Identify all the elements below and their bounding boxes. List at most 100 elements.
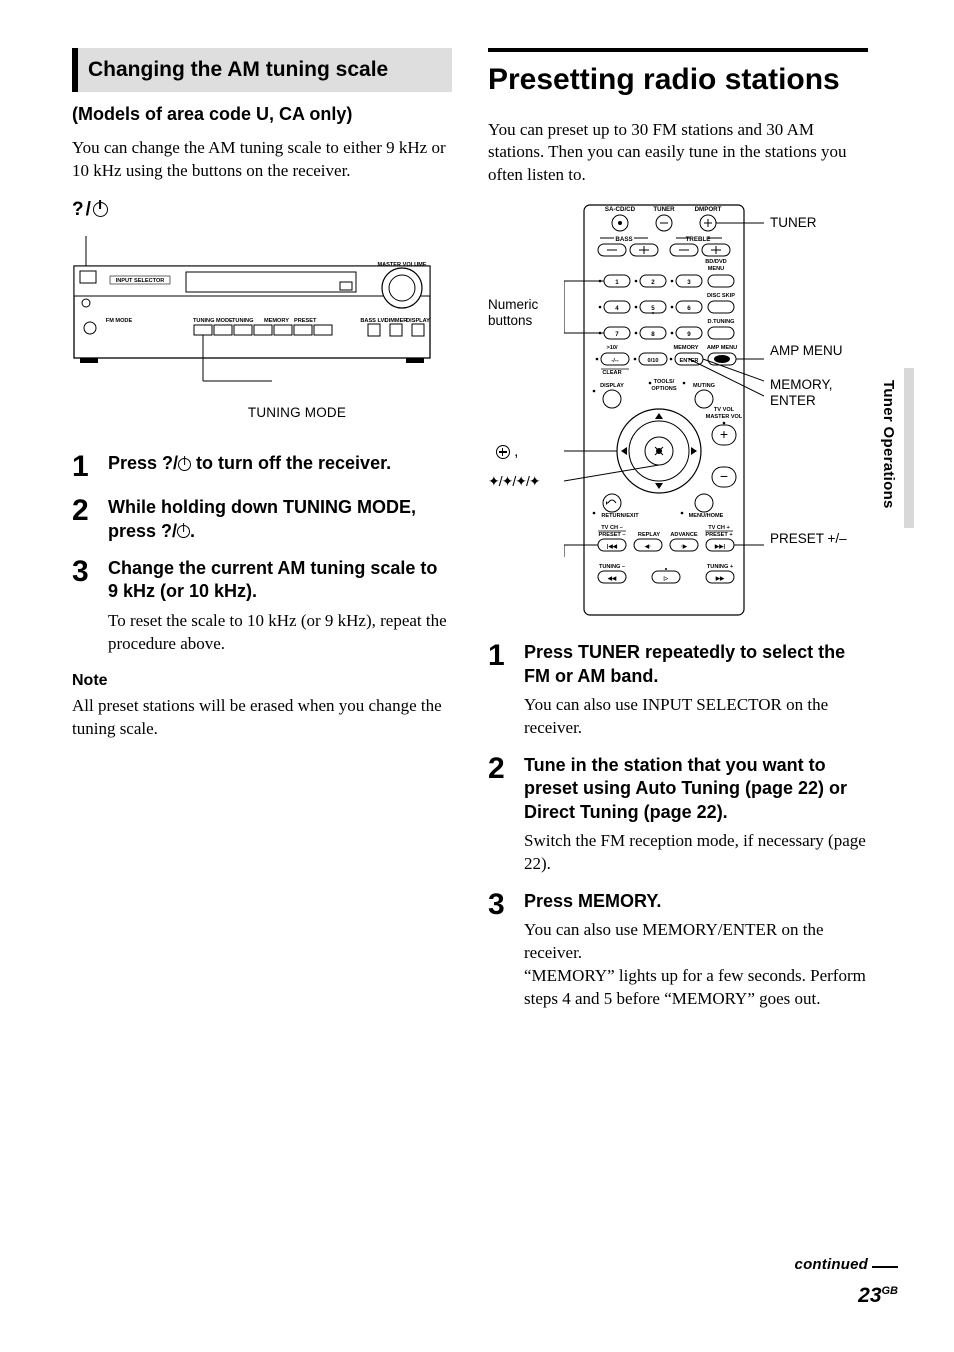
svg-text:TUNER: TUNER — [653, 206, 675, 213]
right-steps: 1 Press TUNER repeatedly to select the F… — [488, 641, 868, 1011]
section-title-bar: Changing the AM tuning scale — [72, 48, 452, 92]
svg-text:7: 7 — [615, 331, 619, 338]
step-number: 2 — [488, 754, 510, 876]
svg-text:FM MODE: FM MODE — [106, 318, 133, 324]
svg-text:TUNING: TUNING — [232, 318, 253, 324]
svg-text:▶▶: ▶▶ — [715, 575, 725, 582]
svg-text:·▶: ·▶ — [681, 543, 688, 550]
step-3: 3 Press MEMORY. You can also use MEMORY/… — [488, 890, 868, 1011]
step-number: 3 — [72, 557, 94, 656]
svg-text:9: 9 — [687, 331, 691, 338]
page-number: 23GB — [795, 1282, 898, 1310]
svg-text:3: 3 — [687, 279, 691, 286]
svg-text:TREBLE: TREBLE — [686, 236, 711, 243]
callout-oplus: , — [496, 443, 518, 460]
svg-text:DIMMER: DIMMER — [385, 318, 408, 324]
step-title: While holding down TUNING MODE, press ?/… — [108, 496, 452, 543]
svg-text:D.TUNING: D.TUNING — [707, 319, 734, 325]
left-steps: 1 Press ?/ to turn off the receiver. 2 W… — [72, 452, 452, 655]
svg-text:8: 8 — [651, 331, 655, 338]
svg-text:BD/DVD: BD/DVD — [705, 259, 726, 265]
side-tab-bg — [904, 368, 914, 528]
svg-text:0/10: 0/10 — [648, 358, 659, 364]
svg-text:TV CH –: TV CH – — [601, 525, 622, 531]
svg-text:MENU: MENU — [708, 266, 724, 272]
svg-text:PRESET +: PRESET + — [705, 532, 733, 538]
heading-rule — [488, 48, 868, 52]
power-icon — [93, 202, 108, 217]
svg-text:REPLAY: REPLAY — [638, 532, 660, 538]
svg-text:DMPORT: DMPORT — [695, 206, 722, 213]
callout-amp-menu: AMP MENU — [770, 343, 843, 359]
svg-text:1: 1 — [615, 279, 619, 286]
svg-text:CLEAR: CLEAR — [602, 370, 621, 376]
note-body: All preset stations will be erased when … — [72, 695, 452, 741]
svg-text:ADVANCE: ADVANCE — [670, 532, 698, 538]
svg-text:MEMORY: MEMORY — [264, 318, 289, 324]
step-number: 1 — [488, 641, 510, 740]
svg-text:DISPLAY: DISPLAY — [406, 318, 430, 324]
page-heading: Presetting radio stations — [488, 60, 868, 101]
power-symbol-label: ?/ — [72, 197, 452, 223]
svg-text:◀◀: ◀◀ — [607, 575, 617, 582]
section-subhead: (Models of area code U, CA only) — [72, 102, 452, 126]
callout-memory-enter: MEMORY, ENTER — [770, 377, 858, 408]
svg-text:MASTER VOLUME: MASTER VOLUME — [377, 262, 426, 268]
svg-text:MASTER VOL: MASTER VOL — [706, 414, 743, 420]
svg-text:TUNING –: TUNING – — [599, 564, 625, 570]
continued-label: continued — [795, 1255, 898, 1275]
svg-text:TV VOL: TV VOL — [714, 407, 735, 413]
power-icon — [178, 458, 191, 471]
svg-text:DISPLAY: DISPLAY — [600, 383, 624, 389]
receiver-diagram: MASTER VOLUME INPUT SELECTOR FM MODE TUN… — [72, 236, 452, 422]
power-icon — [177, 525, 190, 538]
callout-numeric: Numeric buttons — [488, 297, 562, 328]
remote-diagram: SA-CD/CD TUNER DMPORT BASS TREBLE BD/DVD… — [488, 201, 858, 631]
step-desc: You can also use MEMORY/ENTER on the rec… — [524, 919, 868, 1011]
section-title: Changing the AM tuning scale — [88, 56, 442, 84]
power-prefix: ? — [72, 197, 84, 223]
step-number: 2 — [72, 496, 94, 543]
step-2: 2 While holding down TUNING MODE, press … — [72, 496, 452, 543]
callout-arrows: ✦/✦/✦/✦ — [488, 473, 540, 489]
step-1: 1 Press ?/ to turn off the receiver. — [72, 452, 452, 482]
svg-text:INPUT SELECTOR: INPUT SELECTOR — [116, 278, 165, 284]
svg-text:2: 2 — [651, 279, 655, 286]
svg-text:TUNING MODE: TUNING MODE — [193, 318, 233, 324]
step-2: 2 Tune in the station that you want to p… — [488, 754, 868, 876]
svg-text:▶▶|: ▶▶| — [714, 543, 726, 550]
svg-text:PRESET –: PRESET – — [598, 532, 625, 538]
note-heading: Note — [72, 670, 452, 692]
callout-tuner: TUNER — [770, 215, 817, 231]
right-intro: You can preset up to 30 FM stations and … — [488, 119, 868, 188]
step-number: 1 — [72, 452, 94, 482]
svg-text:-/--: -/-- — [611, 358, 618, 364]
step-title: Press TUNER repeatedly to select the FM … — [524, 641, 868, 688]
svg-text:|◀◀: |◀◀ — [607, 543, 618, 550]
svg-text:−: − — [720, 468, 728, 484]
side-tab-label: Tuner Operations — [878, 380, 898, 509]
svg-text:▷: ▷ — [663, 575, 669, 582]
svg-text:SA-CD/CD: SA-CD/CD — [605, 206, 636, 213]
step-title: Press ?/ to turn off the receiver. — [108, 452, 452, 475]
svg-text:TV CH +: TV CH + — [708, 525, 730, 531]
intro-paragraph: You can change the AM tuning scale to ei… — [72, 137, 452, 183]
svg-text:TUNING +: TUNING + — [707, 564, 734, 570]
step-number: 3 — [488, 890, 510, 1011]
step-desc: To reset the scale to 10 kHz (or 9 kHz),… — [108, 610, 452, 656]
step-1: 1 Press TUNER repeatedly to select the F… — [488, 641, 868, 740]
svg-text:ENTER: ENTER — [680, 358, 699, 364]
receiver-diagram-caption: TUNING MODE — [72, 404, 452, 422]
svg-text:◀·: ◀· — [644, 543, 651, 550]
svg-text:5: 5 — [651, 305, 655, 312]
svg-text:+: + — [720, 426, 728, 442]
callout-preset: PRESET +/– — [770, 531, 847, 547]
svg-text:4: 4 — [615, 305, 619, 312]
svg-text:MUTING: MUTING — [693, 383, 715, 389]
svg-text:MENU/HOME: MENU/HOME — [689, 513, 724, 519]
svg-text:DISC SKIP: DISC SKIP — [707, 293, 735, 299]
svg-text:PRESET: PRESET — [294, 318, 317, 324]
step-3: 3 Change the current AM tuning scale to … — [72, 557, 452, 656]
step-title: Change the current AM tuning scale to 9 … — [108, 557, 452, 604]
step-title: Press MEMORY. — [524, 890, 868, 913]
